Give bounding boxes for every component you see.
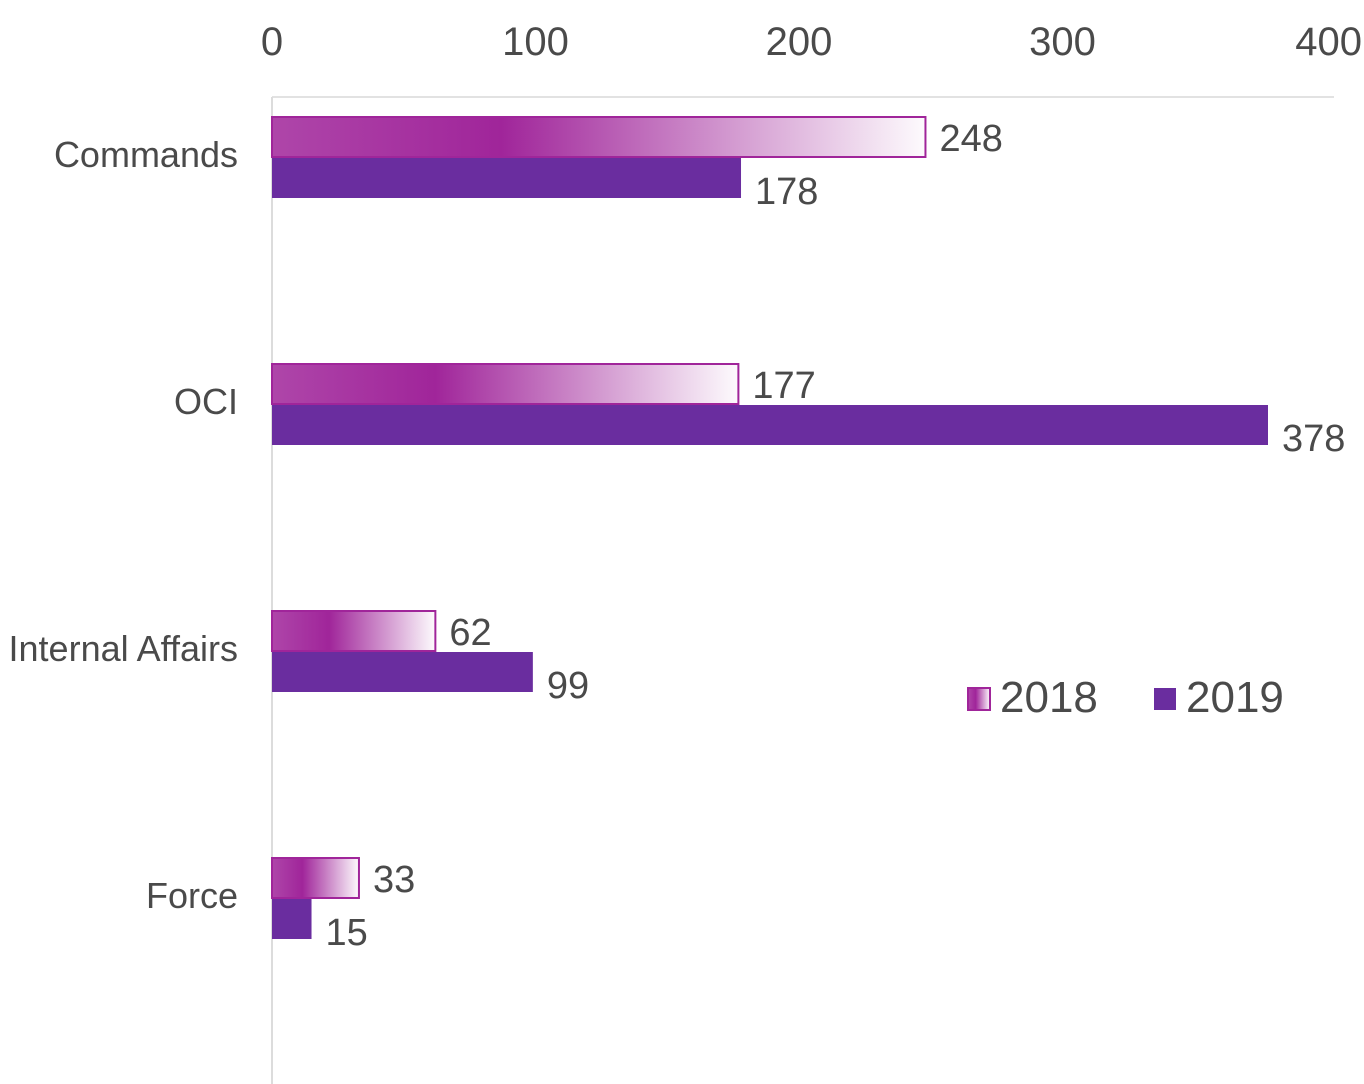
x-tick-label: 100 — [502, 20, 569, 64]
axis-layer: 0 100 200 300 400 — [261, 20, 1362, 1084]
x-tick-label: 0 — [261, 20, 283, 64]
category-label: Internal Affairs — [9, 628, 238, 669]
category-label: Commands — [54, 134, 238, 175]
bars-layer — [271, 116, 1268, 939]
data-label: 62 — [449, 612, 491, 654]
legend-label: 2019 — [1186, 673, 1284, 722]
category-label: OCI — [174, 381, 238, 422]
x-tick-label: 300 — [1029, 20, 1096, 64]
data-label: 33 — [373, 859, 415, 901]
bar-2018 — [271, 610, 437, 652]
bar-2018 — [271, 363, 740, 405]
data-label: 178 — [755, 171, 818, 213]
data-label: 248 — [939, 118, 1002, 160]
bar-2019 — [272, 158, 742, 198]
bar-2018 — [271, 116, 927, 158]
legend-label: 2018 — [1000, 673, 1098, 722]
category-label: Force — [146, 875, 238, 916]
labels-layer: Commands 248 178 OCI 177 378 Internal Affairs 6… — [9, 118, 1346, 954]
data-label: 99 — [547, 665, 589, 707]
data-label: 177 — [752, 365, 815, 407]
data-label: 378 — [1282, 418, 1345, 460]
legend-swatch-2018 — [967, 687, 991, 711]
bar-2019 — [272, 899, 312, 939]
bar-2019 — [272, 405, 1268, 445]
x-tick-label: 400 — [1295, 20, 1362, 64]
legend: 2018 2019 — [967, 673, 1284, 722]
x-tick-label: 200 — [766, 20, 833, 64]
legend-swatch-2019 — [1154, 688, 1176, 710]
bar-2019 — [272, 652, 533, 692]
bar-2018 — [271, 857, 360, 899]
data-label: 15 — [326, 912, 368, 954]
